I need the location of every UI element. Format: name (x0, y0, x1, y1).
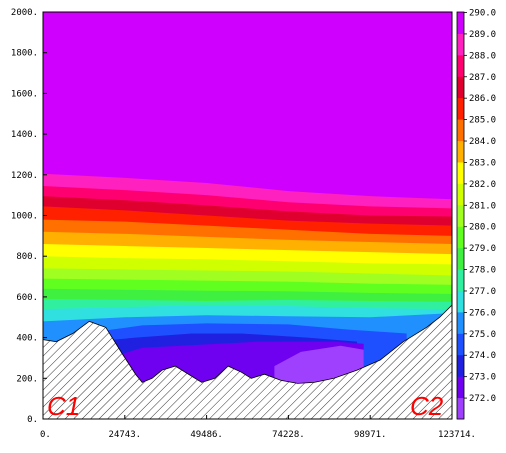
colorbar-swatch (457, 33, 464, 56)
colorbar-label: 273.0 (469, 373, 496, 383)
colorbar-swatch (457, 290, 464, 313)
x-tick-label: 24743. (109, 430, 142, 440)
colorbar-label: 280.0 (469, 223, 496, 233)
colorbar-swatch (457, 247, 464, 270)
corner-label-c1: C1 (47, 391, 80, 421)
colorbar-label: 277.0 (469, 287, 496, 297)
x-tick-label: 0. (40, 430, 51, 440)
colorbar-label: 276.0 (469, 308, 496, 318)
colorbar-swatch (457, 54, 464, 77)
colorbar-swatch (457, 333, 464, 356)
colorbar-label: 282.0 (469, 180, 496, 190)
colorbar-label: 285.0 (469, 116, 496, 126)
x-axis: 0. 24743. 49486. 74228. 98971. 123714. (40, 415, 476, 440)
colorbar-swatch (457, 183, 464, 206)
y-tick-label: 0. (27, 415, 38, 425)
colorbar-swatch (457, 269, 464, 291)
colorbar-label: 284.0 (469, 137, 496, 147)
y-tick-label: 600. (16, 293, 38, 303)
x-tick-label: 123714. (438, 430, 476, 440)
y-tick-label: 1200. (11, 171, 38, 181)
colorbar: 272.0 273.0 274.0 275.0 276.0 277.0 278.0 279.0… (456, 9, 496, 420)
colorbar-label: 274.0 (469, 351, 496, 361)
colorbar-label: 283.0 (469, 158, 496, 168)
y-tick-label: 1800. (11, 49, 38, 59)
colorbar-swatch (457, 161, 464, 184)
colorbar-frame (456, 11, 465, 420)
colorbar-swatch (457, 204, 464, 227)
colorbar-swatch (457, 226, 464, 249)
colorbar-swatch (457, 76, 464, 99)
x-tick-label: 49486. (190, 430, 223, 440)
y-tick-label: 800. (16, 252, 38, 262)
colorbar-swatch (457, 354, 464, 377)
y-tick-label: 200. (16, 374, 38, 384)
colorbar-swatch (457, 376, 464, 399)
colorbar-swatch (457, 119, 464, 142)
colorbar-swatch (457, 97, 464, 120)
x-tick-label: 98971. (354, 430, 387, 440)
colorbar-label: 281.0 (469, 201, 496, 211)
y-tick-label: 2000. (11, 8, 38, 18)
colorbar-label: 278.0 (469, 266, 496, 276)
y-axis: 0. 200. 400. 600. 800. 1000. 1200. 1400. 1600. 18… (11, 8, 47, 425)
colorbar-label: 279.0 (469, 244, 496, 254)
colorbar-swatch (457, 311, 464, 334)
colorbar-swatch (457, 12, 464, 34)
colorbar-label: 287.0 (469, 73, 496, 83)
y-tick-label: 1000. (11, 212, 38, 222)
y-tick-label: 1600. (11, 89, 38, 99)
colorbar-label: 275.0 (469, 330, 496, 340)
colorbar-label: 288.0 (469, 51, 496, 61)
colorbar-label: 290.0 (469, 9, 496, 19)
colorbar-swatch (457, 397, 464, 420)
colorbar-swatch (457, 140, 464, 163)
colorbar-label: 286.0 (469, 94, 496, 104)
corner-label-c2: C2 (410, 391, 444, 421)
y-tick-label: 400. (16, 334, 38, 344)
y-tick-label: 1400. (11, 130, 38, 140)
contour-plot-area (43, 12, 452, 419)
colorbar-label: 289.0 (469, 30, 496, 40)
terrain (43, 304, 452, 419)
x-tick-label: 74228. (272, 430, 305, 440)
colorbar-label: 272.0 (469, 394, 496, 404)
